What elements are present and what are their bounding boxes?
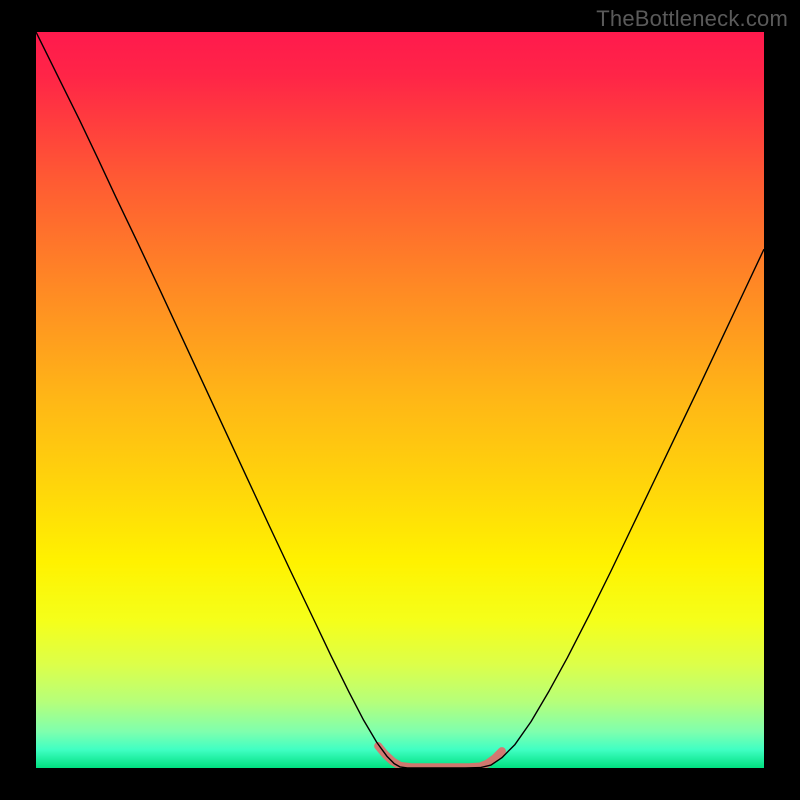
chart-canvas: TheBottleneck.com [0,0,800,800]
watermark-text: TheBottleneck.com [596,6,788,32]
gradient-background [36,32,764,768]
plot-svg [36,32,764,768]
plot-area [36,32,764,768]
